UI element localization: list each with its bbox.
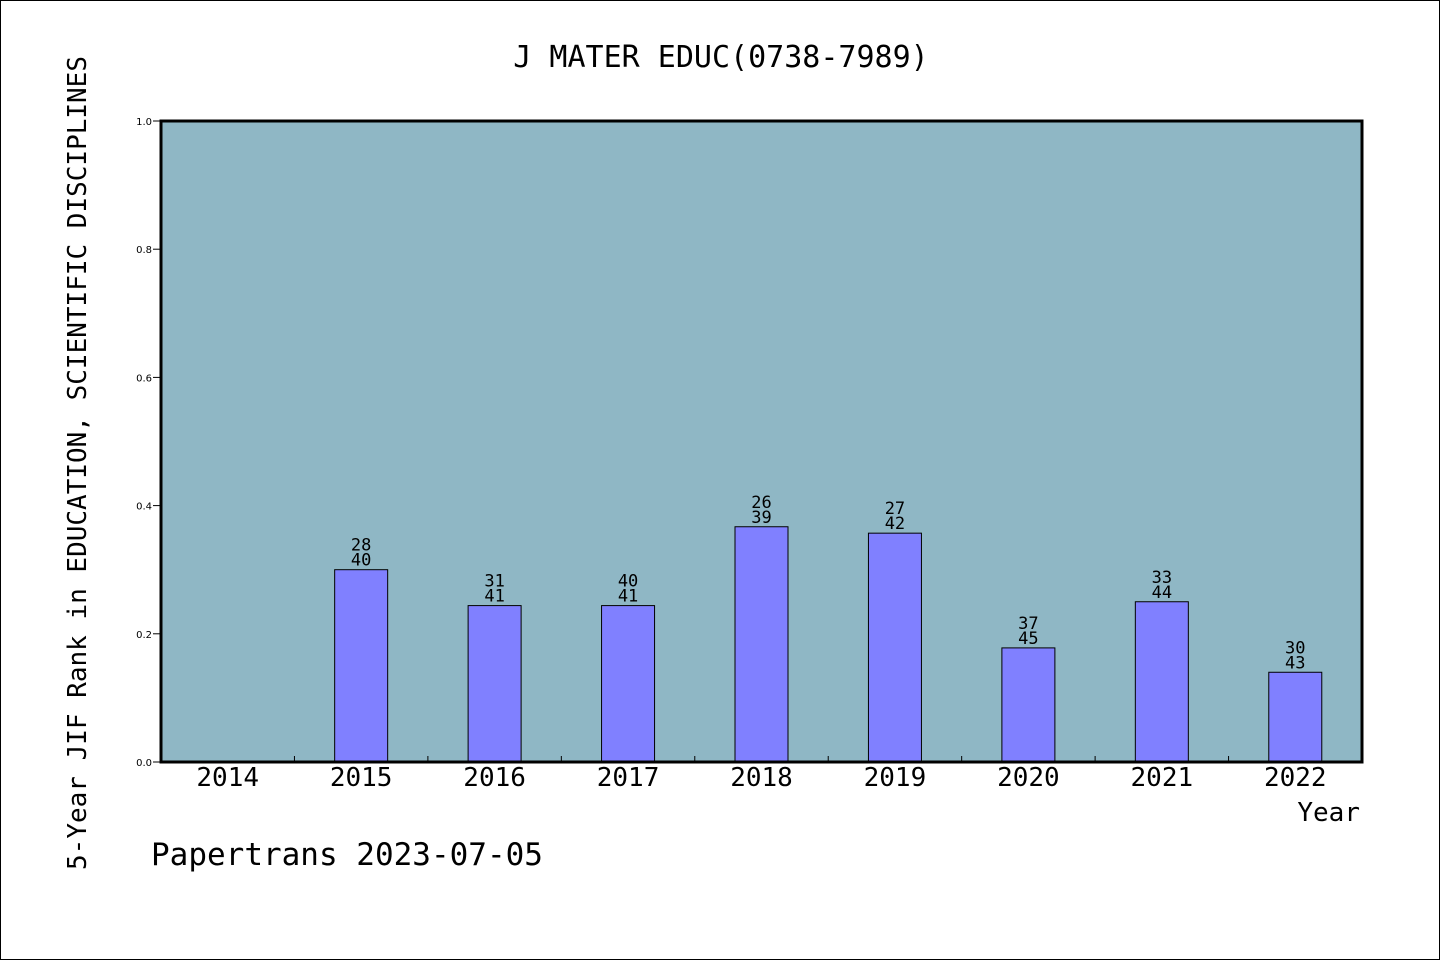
bar-total-label: 42 bbox=[885, 514, 905, 534]
x-tick-label: 2022 bbox=[1264, 763, 1327, 793]
bar bbox=[334, 569, 389, 763]
bar-rank-label: 26 bbox=[751, 493, 771, 513]
bar-total-label: 44 bbox=[1152, 583, 1172, 603]
x-tick-label: 2021 bbox=[1131, 763, 1194, 793]
bar bbox=[867, 532, 922, 763]
x-tick-label: 2017 bbox=[597, 763, 660, 793]
x-axis-label: Year bbox=[1297, 798, 1360, 828]
bar-total-label: 41 bbox=[484, 587, 504, 607]
bar-total-label: 43 bbox=[1285, 653, 1305, 673]
x-tick-label: 2020 bbox=[997, 763, 1060, 793]
x-tick-label: 2018 bbox=[730, 763, 793, 793]
bar-total-label: 41 bbox=[618, 587, 638, 607]
bar-total-label: 39 bbox=[751, 508, 771, 528]
plot-border bbox=[159, 119, 1364, 764]
y-tick-label: 1.0 bbox=[136, 117, 152, 128]
bar bbox=[734, 526, 789, 763]
x-axis: 2014 2015 2016 2017 2018 2019 2020 2021 2022 bbox=[196, 756, 1327, 793]
bar-rank-label: 27 bbox=[885, 499, 905, 519]
y-tick-label: 0.6 bbox=[136, 373, 152, 384]
y-axis-label: 5-Year JIF Rank in EDUCATION, SCIENTIFIC… bbox=[63, 56, 93, 870]
bar-total-label: 45 bbox=[1018, 629, 1038, 649]
bar bbox=[1001, 647, 1056, 763]
chart-title: J MATER EDUC(0738-7989) bbox=[513, 40, 928, 75]
bar-total-label: 40 bbox=[351, 551, 371, 571]
y-tick-label: 0.4 bbox=[136, 502, 152, 513]
bar bbox=[467, 605, 522, 763]
y-tick-label: 0.0 bbox=[136, 758, 152, 769]
y-tick-label: 0.2 bbox=[136, 630, 152, 641]
bar bbox=[1134, 601, 1189, 763]
bar-rank-label: 40 bbox=[618, 572, 638, 592]
bar bbox=[1268, 671, 1323, 763]
x-tick-label: 2016 bbox=[463, 763, 526, 793]
bar-rank-label: 30 bbox=[1285, 638, 1305, 658]
y-tick-label: 0.8 bbox=[136, 245, 152, 256]
bar-rank-label: 37 bbox=[1018, 614, 1038, 634]
x-tick-label: 2014 bbox=[196, 763, 259, 793]
bar-rank-label: 28 bbox=[351, 536, 371, 556]
footer-stamp: Papertrans 2023-07-05 bbox=[151, 837, 543, 873]
x-tick-label: 2015 bbox=[330, 763, 393, 793]
y-axis: 0.0 0.2 0.4 0.6 0.8 1.0 bbox=[136, 117, 161, 769]
bar bbox=[601, 605, 656, 763]
bar-rank-label: 31 bbox=[484, 572, 504, 592]
bar-rank-label: 33 bbox=[1152, 568, 1172, 588]
x-tick-label: 2019 bbox=[864, 763, 927, 793]
